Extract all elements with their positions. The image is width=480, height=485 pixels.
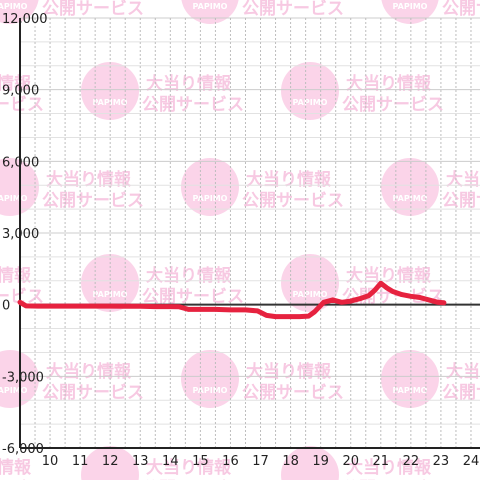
watermark-line1: 大当り情報 [346, 265, 432, 286]
y-tick-label: 6,000 [2, 155, 39, 170]
x-tick-label: 16 [222, 454, 239, 469]
watermark-logo-text: PAPIMO [393, 2, 428, 11]
x-tick-label: 22 [403, 454, 420, 469]
watermark-logo-icon [181, 350, 239, 408]
watermark-line2: 公開サービス [242, 0, 344, 19]
y-tick-label: 9,000 [2, 84, 39, 99]
watermark-line2: 公開サービス [342, 287, 444, 307]
watermark-line1: 大当り情報 [46, 361, 132, 382]
watermark-line1: 大当り情報 [146, 457, 232, 478]
x-tick-label: 10 [42, 454, 59, 469]
watermark-line1: 大当り情報 [446, 169, 480, 190]
watermark-line2: 公開サービス [342, 95, 444, 115]
watermark-line1: 大当り情報 [0, 265, 32, 286]
x-tick-label: 14 [162, 454, 179, 469]
watermark-logo-text: PAPIMO [293, 290, 328, 299]
y-tick-label: -3,000 [2, 370, 44, 385]
watermark-logo-text: PAPIMO [193, 194, 228, 203]
watermark-line2: 公開サービス [242, 383, 344, 403]
watermark-logo-icon [381, 350, 439, 408]
x-tick-label: 15 [192, 454, 209, 469]
watermark-line2: 公開サービス [242, 191, 344, 211]
watermark-line2: 公開サービス [0, 95, 44, 115]
watermark-logo-text: PAPIMO [393, 386, 428, 395]
x-tick-label: 17 [252, 454, 269, 469]
watermark-line1: 大当り情報 [346, 73, 432, 94]
y-tick-label: -6,000 [2, 442, 44, 457]
x-tick-label: 12 [102, 454, 119, 469]
x-tick-label: 18 [282, 454, 299, 469]
watermark-logo-text: PAPIMO [0, 194, 28, 203]
watermark-line2: 公開サービス [142, 95, 244, 115]
watermark-logo-icon [381, 158, 439, 216]
watermark-line1: 大当り情報 [46, 169, 132, 190]
watermark-logo-text: PAPIMO [393, 194, 428, 203]
watermark-logo-icon [281, 62, 339, 120]
y-tick-label: 0 [2, 299, 10, 314]
series-layer [17, 280, 447, 320]
watermark-line1: 大当り情報 [0, 73, 32, 94]
watermark-line2: 公開サービス [442, 191, 480, 211]
watermark-line2: 公開サービス [142, 287, 244, 307]
watermark-line1: 大当り情報 [246, 169, 332, 190]
y-tick-label: 12,000 [2, 12, 48, 27]
series-line [17, 280, 447, 320]
x-tick-label: 11 [72, 454, 89, 469]
x-tick-label: 20 [342, 454, 359, 469]
watermark-line2: 公開サービス [42, 0, 144, 19]
watermark-logo-icon [81, 446, 139, 485]
watermark-logo-icon [181, 158, 239, 216]
x-tick-label: 21 [373, 454, 390, 469]
watermark-line1: 大当り情報 [146, 73, 232, 94]
watermark-line1: 大当り情報 [346, 457, 432, 478]
watermark-line1: 大当り情報 [446, 361, 480, 382]
y-tick-label: 3,000 [2, 227, 39, 242]
x-tick-label: 13 [132, 454, 149, 469]
watermark-line2: 公開サービス [442, 0, 480, 19]
watermark-logo-text: PAPIMO [293, 98, 328, 107]
x-tick-label: 19 [312, 454, 329, 469]
watermark-logo-text: PAPIMO [0, 386, 28, 395]
watermark-line1: 大当り情報 [0, 457, 32, 478]
watermark-line2: 公開サービス [0, 287, 44, 307]
watermark-line2: 公開サービス [42, 383, 144, 403]
watermark-logo-text: PAPIMO [193, 386, 228, 395]
watermark-logo-text: PAPIMO [193, 2, 228, 11]
watermark-line1: 大当り情報 [246, 361, 332, 382]
watermark-logo-text: PAPIMO [0, 2, 28, 11]
watermark-line1: 大当り情報 [146, 265, 232, 286]
x-tick-label: 24 [463, 454, 480, 469]
watermark-line2: 公開サービス [42, 191, 144, 211]
watermark-logo-icon [281, 254, 339, 312]
x-tick-label: 23 [433, 454, 450, 469]
watermark-logo-icon [281, 446, 339, 485]
watermark-logo-icon [0, 0, 39, 24]
